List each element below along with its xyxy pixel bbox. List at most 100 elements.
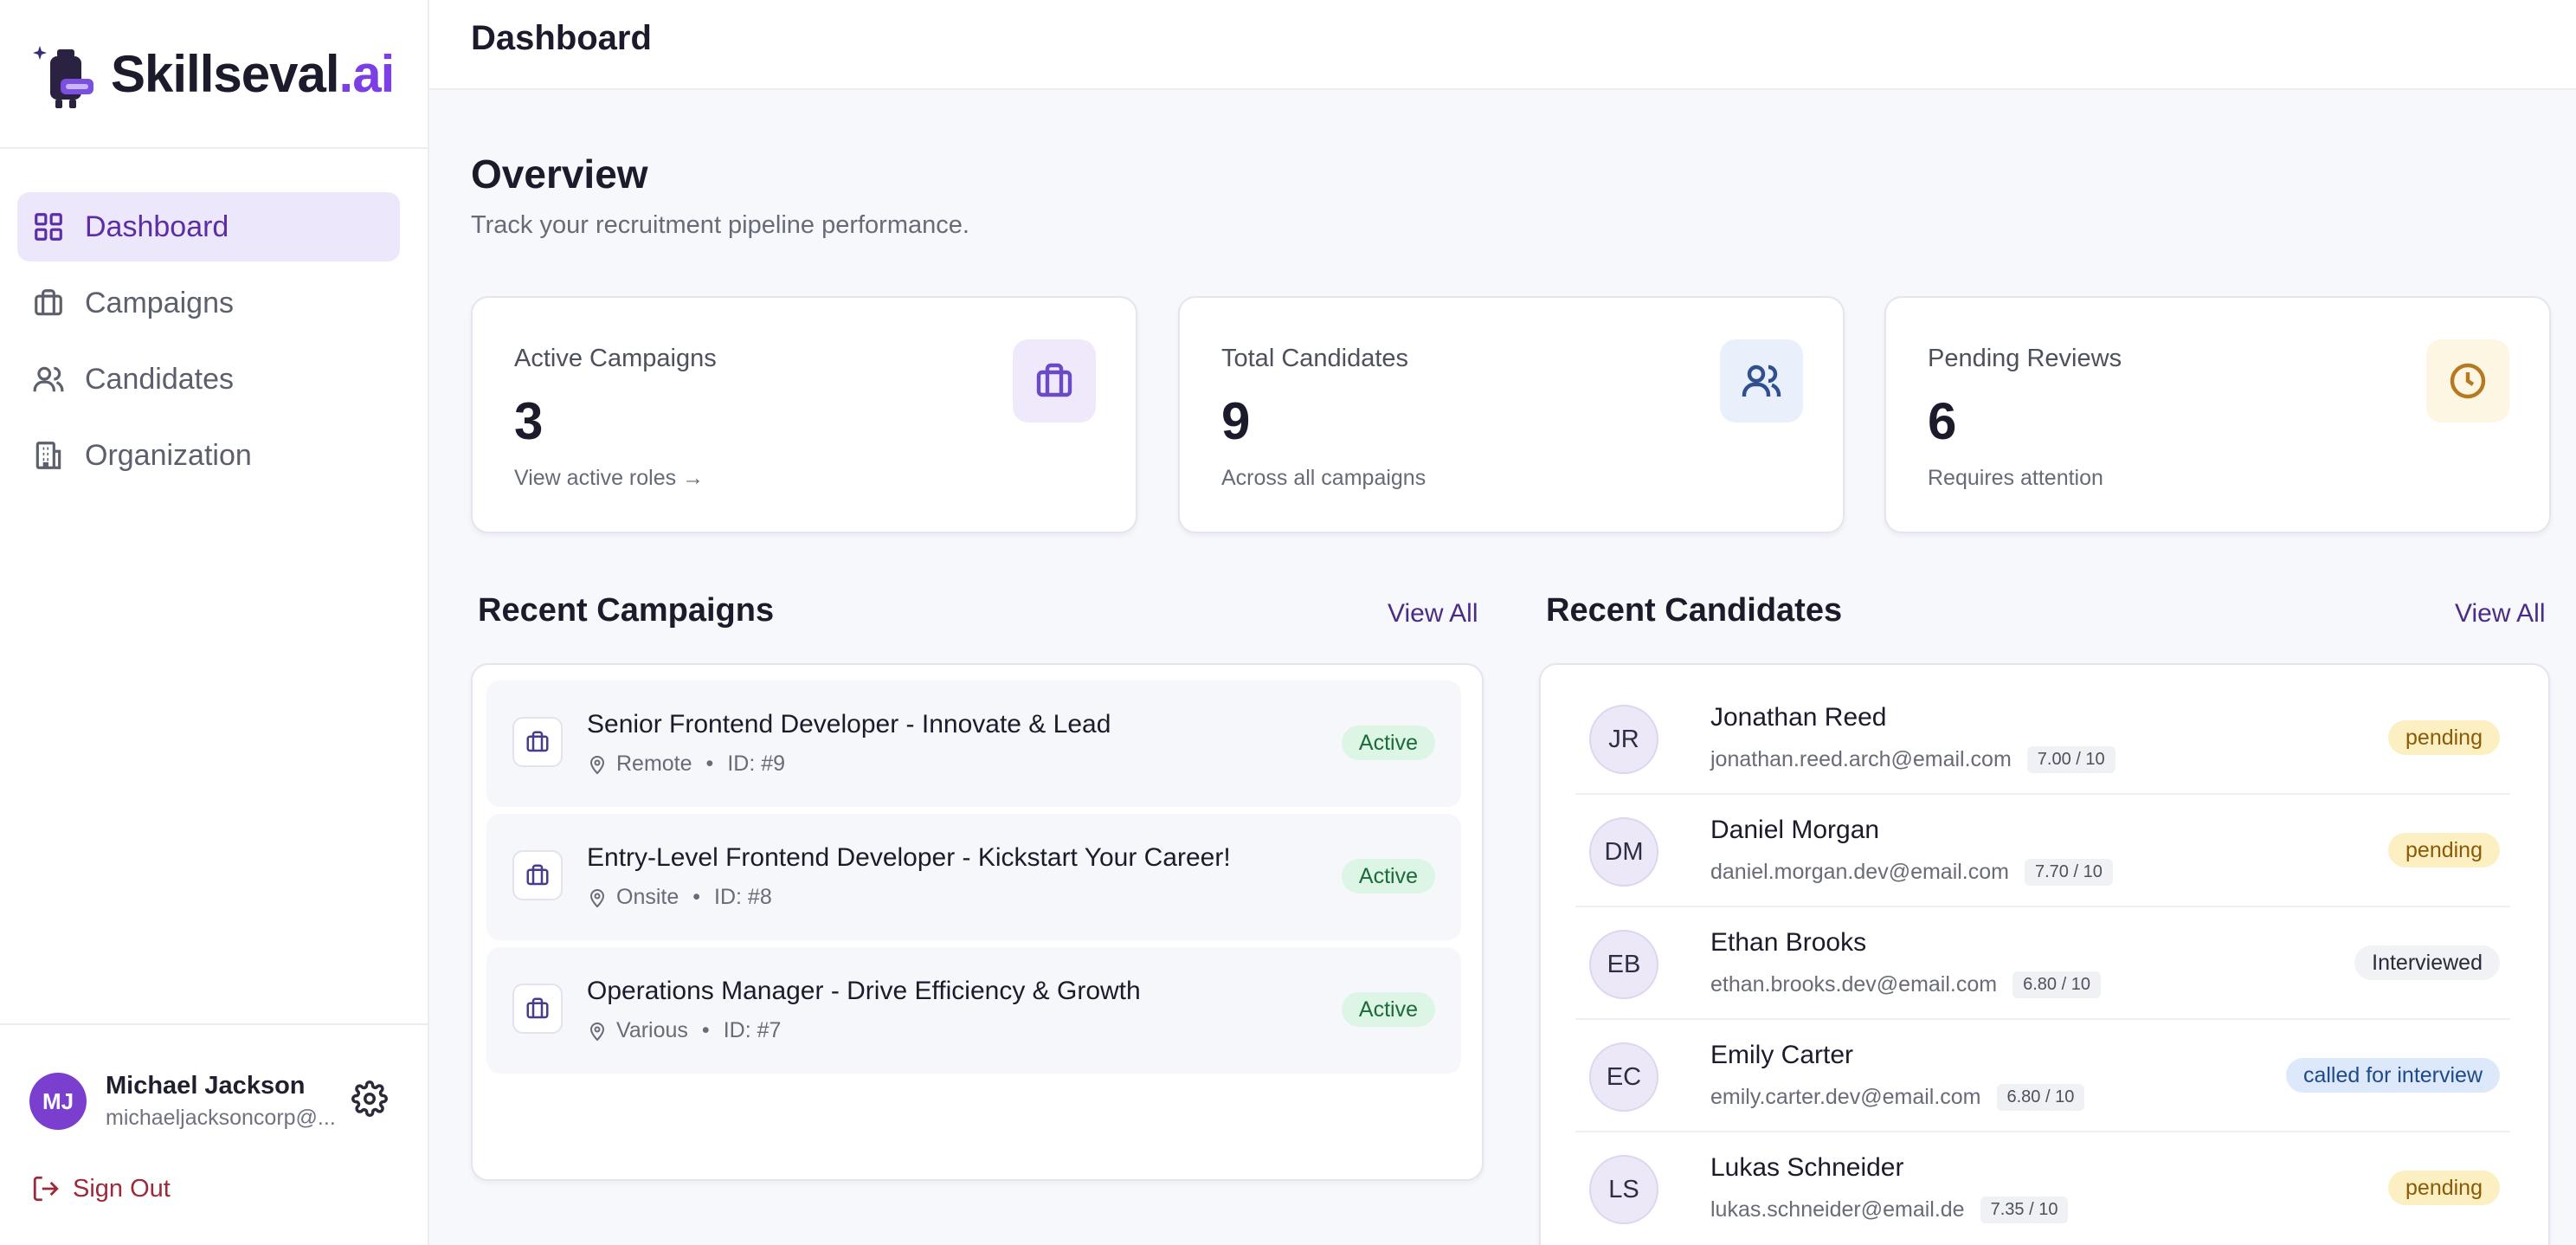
candidates-view-all-link[interactable]: View All: [2455, 599, 2546, 628]
sidebar-item-label: Dashboard: [85, 210, 229, 243]
gear-icon[interactable]: [351, 1081, 388, 1117]
stat-card-total-candidates: Total Candidates 9 Across all campaigns: [1178, 296, 1845, 533]
campaign-meta: Various • ID: #7: [587, 1018, 781, 1043]
status-badge: pending: [2388, 833, 2500, 868]
campaign-location: Various: [616, 1018, 688, 1042]
campaign-meta: Remote • ID: #9: [587, 752, 785, 777]
score-badge: 7.70 / 10: [2024, 859, 2113, 886]
candidate-email-line: emily.carter.dev@email.com 6.80 / 10: [1710, 1084, 2085, 1111]
stat-footer: Across all campaigns: [1221, 466, 1426, 490]
status-badge: Active: [1341, 859, 1435, 893]
score-badge: 6.80 / 10: [1996, 1084, 2085, 1111]
candidate-name: Daniel Morgan: [1710, 816, 1880, 844]
status-badge: Active: [1341, 992, 1435, 1027]
grid-icon: [31, 210, 66, 244]
briefcase-icon: [31, 286, 66, 320]
sidebar-item-organization[interactable]: Organization: [17, 421, 400, 490]
sidebar-nav: Dashboard Campaigns Candidates Organizat…: [17, 192, 400, 497]
candidate-row[interactable]: JR Jonathan Reed jonathan.reed.arch@emai…: [1575, 682, 2510, 795]
score-badge: 7.00 / 10: [2026, 746, 2116, 773]
candidate-name: Jonathan Reed: [1710, 703, 1887, 732]
stat-value: 3: [514, 392, 544, 450]
campaign-item[interactable]: Operations Manager - Drive Efficiency & …: [486, 947, 1461, 1074]
stat-footer: Requires attention: [1928, 466, 2103, 490]
briefcase-icon: [512, 984, 563, 1034]
sidebar-item-campaigns[interactable]: Campaigns: [17, 268, 400, 338]
candidate-row[interactable]: LS Lukas Schneider lukas.schneider@email…: [1575, 1132, 2510, 1245]
building-icon: [31, 438, 66, 473]
candidate-email-line: jonathan.reed.arch@email.com 7.00 / 10: [1710, 746, 2116, 773]
stat-value: 9: [1221, 392, 1251, 450]
avatar: EB: [1589, 930, 1658, 999]
score-badge: 7.35 / 10: [1980, 1197, 2069, 1223]
campaign-location: Onsite: [616, 885, 679, 909]
candidate-email-line: daniel.morgan.dev@email.com 7.70 / 10: [1710, 859, 2113, 886]
users-icon: [31, 362, 66, 397]
avatar: DM: [1589, 817, 1658, 887]
candidate-email: lukas.schneider@email.de: [1710, 1197, 1965, 1222]
sidebar-item-label: Organization: [85, 438, 252, 472]
user-email: michaeljacksoncorp@...: [106, 1106, 336, 1130]
candidate-email: emily.carter.dev@email.com: [1710, 1085, 1981, 1109]
brand[interactable]: Skillseval.ai: [0, 0, 428, 149]
map-pin-icon: [589, 1022, 605, 1041]
stat-link[interactable]: View active roles →: [514, 466, 705, 490]
status-badge: called for interview: [2285, 1058, 2500, 1093]
recent-campaigns-panel: Senior Frontend Developer - Innovate & L…: [471, 663, 1484, 1181]
sign-out-label: Sign Out: [73, 1174, 171, 1203]
sign-out-icon: [33, 1176, 59, 1202]
map-pin-icon: [589, 888, 605, 907]
brand-name: Skillseval.ai: [111, 44, 395, 103]
candidate-row[interactable]: DM Daniel Morgan daniel.morgan.dev@email…: [1575, 795, 2510, 907]
candidate-name: Ethan Brooks: [1710, 928, 1867, 957]
status-badge: pending: [2388, 1171, 2500, 1205]
candidate-email-line: ethan.brooks.dev@email.com 6.80 / 10: [1710, 971, 2101, 998]
status-badge: Interviewed: [2354, 945, 2500, 980]
user-name: Michael Jackson: [106, 1072, 306, 1100]
campaign-id: ID: #8: [714, 885, 772, 909]
stat-card-pending-reviews: Pending Reviews 6 Requires attention: [1884, 296, 2551, 533]
candidate-email: jonathan.reed.arch@email.com: [1710, 747, 2012, 771]
campaigns-view-all-link[interactable]: View All: [1388, 599, 1478, 628]
campaign-item[interactable]: Senior Frontend Developer - Innovate & L…: [486, 681, 1461, 807]
overview-subtitle: Track your recruitment pipeline performa…: [471, 211, 969, 239]
sidebar-item-candidates[interactable]: Candidates: [17, 345, 400, 414]
candidate-row[interactable]: EB Ethan Brooks ethan.brooks.dev@email.c…: [1575, 907, 2510, 1020]
avatar: MJ: [29, 1073, 87, 1130]
user-profile[interactable]: MJ Michael Jackson michaeljacksoncorp@..…: [29, 1072, 336, 1131]
campaign-item[interactable]: Entry-Level Frontend Developer - Kicksta…: [486, 814, 1461, 940]
stat-value: 6: [1928, 392, 1957, 450]
logo-icon: [31, 34, 102, 113]
sign-out-button[interactable]: Sign Out: [31, 1174, 171, 1203]
recent-candidates-panel: JR Jonathan Reed jonathan.reed.arch@emai…: [1539, 663, 2550, 1245]
stat-label: Active Campaigns: [514, 345, 717, 372]
stat-card-active-campaigns[interactable]: Active Campaigns 3 View active roles →: [471, 296, 1137, 533]
sidebar-item-label: Campaigns: [85, 286, 234, 319]
avatar: JR: [1589, 705, 1658, 774]
sidebar-item-dashboard[interactable]: Dashboard: [17, 192, 400, 261]
briefcase-icon: [1013, 339, 1096, 423]
stat-label: Total Candidates: [1221, 345, 1409, 372]
candidate-email: daniel.morgan.dev@email.com: [1710, 860, 2009, 884]
status-badge: pending: [2388, 720, 2500, 755]
map-pin-icon: [589, 755, 605, 774]
candidate-name: Emily Carter: [1710, 1041, 1854, 1069]
candidate-email: ethan.brooks.dev@email.com: [1710, 972, 1998, 997]
candidate-row[interactable]: EC Emily Carter emily.carter.dev@email.c…: [1575, 1020, 2510, 1132]
avatar: EC: [1589, 1042, 1658, 1112]
campaign-id: ID: #7: [723, 1018, 782, 1042]
campaign-meta: Onsite • ID: #8: [587, 885, 772, 910]
campaign-title: Senior Frontend Developer - Innovate & L…: [587, 710, 1111, 739]
page-title: Dashboard: [471, 19, 652, 57]
briefcase-icon: [512, 850, 563, 900]
clock-icon: [2426, 339, 2509, 423]
stat-label: Pending Reviews: [1928, 345, 2122, 372]
users-icon: [1720, 339, 1803, 423]
score-badge: 6.80 / 10: [2012, 971, 2101, 998]
recent-candidates-title: Recent Candidates: [1546, 592, 1843, 629]
overview-title: Overview: [471, 152, 648, 197]
campaign-location: Remote: [616, 752, 692, 776]
campaign-title: Operations Manager - Drive Efficiency & …: [587, 977, 1141, 1005]
candidate-email-line: lukas.schneider@email.de 7.35 / 10: [1710, 1197, 2069, 1223]
recent-campaigns-title: Recent Campaigns: [478, 592, 775, 629]
